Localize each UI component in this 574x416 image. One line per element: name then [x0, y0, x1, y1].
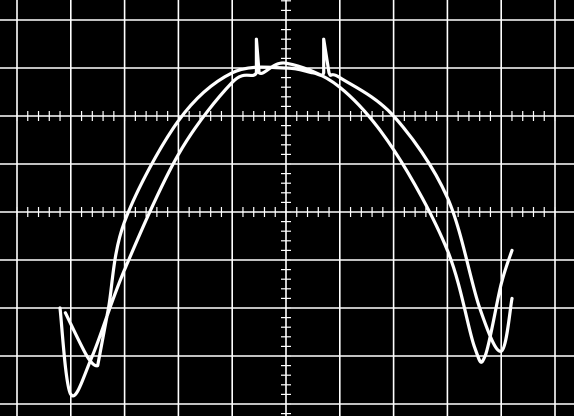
- trace-series-2: [63, 37, 514, 368]
- trace-series-1: [58, 37, 514, 398]
- traces: [58, 37, 514, 398]
